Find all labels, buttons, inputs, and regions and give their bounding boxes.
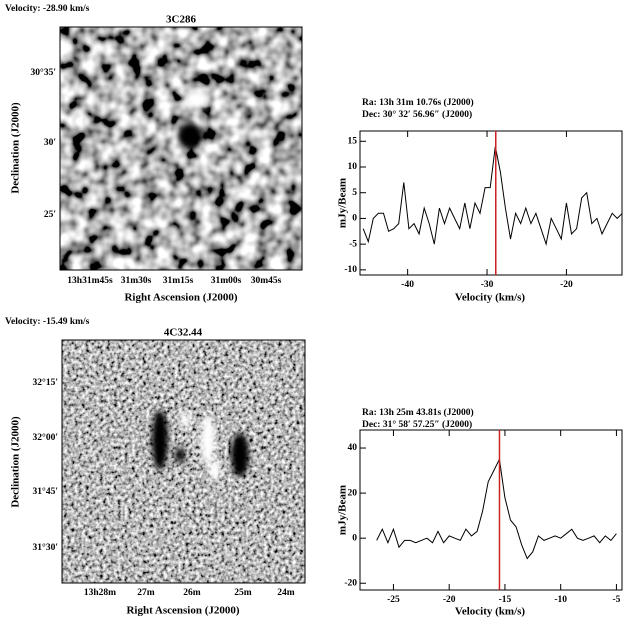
velocity-label: Velocity: -28.90 km/s (5, 4, 90, 14)
sky-image (60, 27, 302, 270)
y-tick-label: 31°45′ (33, 486, 59, 497)
y-tick-label: 20 (348, 488, 358, 498)
x-tick-label: 31m00s (211, 276, 242, 286)
source-feature (152, 410, 168, 470)
source-feature (209, 460, 221, 480)
x-axis-label: Right Ascension (J2000) (124, 292, 237, 304)
x-tick-label: 24m (277, 588, 295, 598)
x-tick-label: 25m (234, 588, 252, 598)
x-tick-label: 31m15s (163, 276, 194, 286)
y-tick-label: -10 (344, 265, 357, 275)
x-tick-label: 13h28m (84, 588, 116, 598)
y-tick-label: 0 (352, 533, 357, 543)
y-tick-label: -20 (344, 578, 357, 588)
source-feature (185, 91, 209, 109)
y-tick-label: 40 (348, 443, 358, 453)
annotation: Ra: 13h 31m 10.76s (J2000) (362, 97, 474, 108)
y-axis-label: Declination (J2000) (10, 416, 22, 508)
x-tick-label: -40 (401, 280, 414, 290)
y-tick-label: 0 (352, 214, 357, 224)
sky-image (62, 340, 305, 583)
plot-frame (359, 130, 623, 276)
y-tick-label: 30′ (44, 138, 57, 148)
x-tick-label: 30m45s (251, 276, 282, 286)
y-tick-label: -5 (349, 239, 357, 249)
x-tick-label: 27m (137, 588, 155, 598)
panel-title: 3C286 (166, 14, 196, 26)
plot-frame (359, 429, 623, 591)
x-tick-label: 13h31m45s (67, 276, 113, 286)
y-tick-label: 15 (348, 136, 358, 146)
annotation: Dec: 30° 32′ 56.96″ (J2000) (362, 109, 472, 120)
source-feature (175, 447, 185, 463)
y-tick-label: 32°15′ (33, 377, 59, 388)
y-axis-label: mJy/Beam (337, 485, 349, 535)
source-feature (201, 415, 215, 465)
annotation: Dec: 31° 58′ 57.25″ (J2000) (362, 419, 472, 430)
x-tick-label: 31m30s (121, 276, 152, 286)
x-axis-label: Right Ascension (J2000) (126, 605, 239, 617)
x-tick-label: -15 (499, 595, 512, 605)
y-tick-label: 25′ (44, 210, 57, 220)
source-feature (180, 412, 190, 428)
y-axis-label: Declination (J2000) (10, 102, 22, 194)
image-frame (59, 26, 303, 271)
velocity-label: Velocity: -15.49 km/s (5, 317, 90, 327)
source-feature (178, 123, 202, 149)
spectrum-line (376, 457, 617, 560)
y-axis-label: mJy/Beam (337, 178, 349, 228)
y-tick-label: 10 (348, 162, 358, 172)
spectrum-line (362, 146, 623, 247)
x-tick-label: 26m (183, 588, 201, 598)
x-axis-label: Velocity (km/s) (455, 606, 526, 618)
x-tick-label: -30 (481, 280, 494, 290)
y-tick-label: 32°00′ (33, 432, 59, 443)
y-tick-label: 31°30′ (33, 542, 59, 553)
x-tick-label: -5 (612, 595, 620, 605)
sources (178, 91, 209, 149)
x-tick-label: -25 (387, 595, 400, 605)
x-tick-label: -20 (560, 280, 573, 290)
x-tick-label: -10 (554, 595, 567, 605)
x-tick-label: -20 (443, 595, 456, 605)
annotation: Ra: 13h 25m 43.81s (J2000) (362, 407, 474, 418)
panel-title: 4C32.44 (164, 327, 203, 339)
y-tick-label: 5 (352, 188, 357, 198)
sources (152, 410, 249, 480)
image-frame (61, 339, 306, 584)
x-axis-label: Velocity (km/s) (455, 292, 526, 304)
y-tick-label: 30°35′ (31, 67, 57, 78)
source-feature (231, 433, 249, 477)
